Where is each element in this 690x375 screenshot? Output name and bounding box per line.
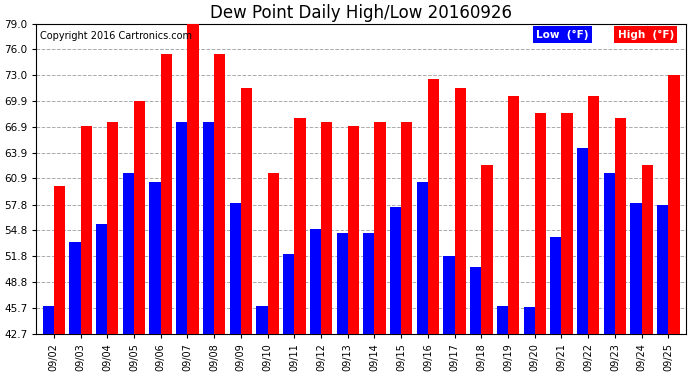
Bar — [257, 306, 268, 334]
Bar — [268, 173, 279, 334]
Bar — [444, 256, 455, 334]
Bar — [310, 229, 321, 334]
Bar — [363, 233, 375, 334]
Bar — [657, 205, 669, 334]
Bar — [631, 203, 642, 334]
Bar — [401, 122, 413, 334]
Bar — [321, 122, 332, 334]
Text: Copyright 2016 Cartronics.com: Copyright 2016 Cartronics.com — [40, 32, 192, 42]
Bar — [176, 122, 188, 334]
Bar — [470, 267, 482, 334]
Bar — [54, 186, 65, 334]
Bar — [562, 113, 573, 334]
Bar — [337, 233, 348, 334]
Bar — [508, 96, 520, 334]
Bar — [615, 118, 626, 334]
Bar — [417, 182, 428, 334]
Bar — [96, 225, 107, 334]
Bar — [642, 165, 653, 334]
Title: Dew Point Daily High/Low 20160926: Dew Point Daily High/Low 20160926 — [210, 4, 512, 22]
Bar — [214, 54, 226, 334]
Bar — [161, 54, 172, 334]
Bar — [43, 306, 54, 334]
Bar — [150, 182, 161, 334]
Bar — [241, 88, 252, 334]
Bar — [550, 237, 562, 334]
Bar — [203, 122, 214, 334]
Bar — [428, 79, 439, 334]
Text: High  (°F): High (°F) — [618, 30, 674, 40]
Bar — [283, 254, 295, 334]
Bar — [482, 165, 493, 334]
Bar — [69, 242, 81, 334]
Bar — [390, 207, 401, 334]
Text: Low  (°F): Low (°F) — [536, 30, 589, 40]
Bar — [188, 20, 199, 334]
Bar — [535, 113, 546, 334]
Bar — [524, 308, 535, 334]
Bar — [669, 75, 680, 334]
Bar — [123, 173, 134, 334]
Bar — [348, 126, 359, 334]
Bar — [81, 126, 92, 334]
Bar — [107, 122, 119, 334]
Bar — [588, 96, 600, 334]
Bar — [604, 173, 615, 334]
Bar — [375, 122, 386, 334]
Bar — [295, 118, 306, 334]
Bar — [497, 306, 508, 334]
Bar — [134, 100, 145, 334]
Bar — [230, 203, 241, 334]
Bar — [577, 148, 588, 334]
Bar — [455, 88, 466, 334]
